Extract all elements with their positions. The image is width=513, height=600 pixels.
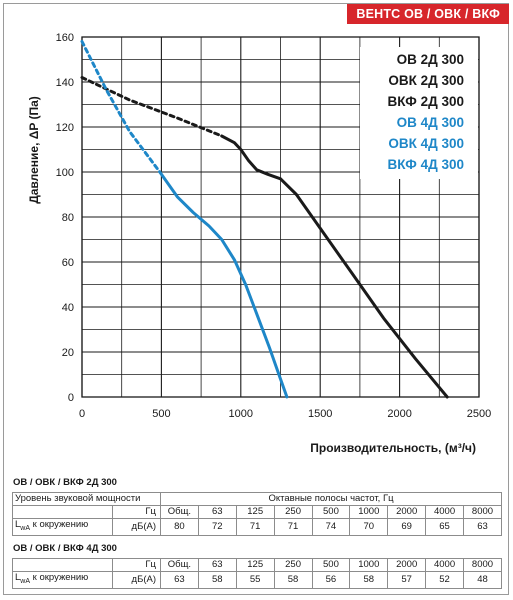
legend-entry: ОВ 2Д 300: [397, 52, 464, 67]
sound-power-label: Уровень звуковой мощности: [12, 492, 161, 506]
sound-level-cell: 58: [349, 570, 389, 589]
frequency-cell: 63: [197, 505, 237, 519]
table-row: Уровень звуковой мощности Октавные полос…: [12, 492, 502, 506]
frequency-cell: 1000: [349, 557, 389, 572]
chart-curves: [80, 40, 449, 399]
sound-level-cell: 48: [463, 570, 502, 589]
sound-level-cell: 72: [197, 518, 237, 536]
y-tick-label: 120: [56, 122, 74, 134]
plot-area-border: [81, 36, 480, 398]
sound-level-cell: 52: [425, 570, 464, 589]
sound-level-cell: 57: [387, 570, 427, 589]
frequency-cell: 2000: [387, 505, 427, 519]
hz-label: Гц: [112, 557, 161, 572]
sound-level-cell: 55: [235, 570, 275, 589]
sound-level-cell: 58: [197, 570, 237, 589]
frequency-cell: 8000: [463, 505, 502, 519]
x-tick-label: 2500: [467, 408, 491, 420]
frequency-cell: 500: [311, 505, 351, 519]
sound-level-cell: 65: [425, 518, 464, 536]
x-tick-label: 2000: [387, 408, 411, 420]
frequency-cell: Общ.: [160, 557, 199, 572]
chart-legend: ОВ 2Д 300 ОВК 2Д 300 ВКФ 2Д 300 ОВ 4Д 300 ОВ…: [360, 47, 478, 179]
legend-entry: ВКФ 4Д 300: [388, 157, 465, 172]
sound-level-cell: 80: [160, 518, 199, 536]
product-series-tag: ВЕНТС ОВ / ОВК / ВКФ: [347, 4, 509, 24]
lwa-label: LwA к окружению: [12, 518, 113, 536]
y-tick-label: 40: [62, 302, 74, 314]
frequency-cell: 250: [273, 557, 313, 572]
table-row: Гц Общ. 63 125 250 500 1000 2000 4000 8000: [12, 557, 502, 572]
frequency-cell: 4000: [425, 557, 464, 572]
y-tick-label: 60: [62, 257, 74, 269]
x-tick-label: 1500: [308, 408, 332, 420]
frequency-cell: 4000: [425, 505, 464, 519]
x-tick-label: 0: [79, 408, 85, 420]
table-title-4d: ОВ / ОВК / ВКФ 4Д 300: [13, 542, 117, 554]
fan-performance-chart: 0 20 40 60 80 100 120 140 160 0 500 1000 1500 2000 250…: [27, 32, 492, 455]
legend-entry: ОВК 4Д 300: [388, 136, 464, 151]
datasheet-frame: [3, 3, 509, 595]
frequency-cell: 8000: [463, 557, 502, 572]
sound-table-2d: Уровень звуковой мощности Октавные полос…: [12, 492, 502, 536]
unit-label: дБ(А): [112, 570, 161, 589]
x-tick-label: 500: [152, 408, 170, 420]
sound-level-cell: 74: [311, 518, 351, 536]
sound-table-4d: Гц Общ. 63 125 250 500 1000 2000 4000 8000 LwA к…: [12, 557, 502, 589]
table-row: Гц Общ. 63 125 250 500 1000 2000 4000 8000: [12, 505, 502, 519]
sound-level-cell: 71: [235, 518, 275, 536]
frequency-cell: 63: [197, 557, 237, 572]
sound-level-cell: 69: [387, 518, 427, 536]
sound-level-cell: 63: [160, 570, 199, 589]
series-line-1: [220, 134, 449, 399]
table-row: LwA к окружению дБ(А) 63 58 55 58 56 58 57 52 48: [12, 570, 502, 589]
x-axis-label: Производительность, (м³/ч): [310, 441, 476, 455]
y-tick-label: 0: [68, 392, 74, 404]
frequency-cell: 1000: [349, 505, 389, 519]
frequency-cell: 125: [235, 505, 275, 519]
y-tick-label: 160: [56, 32, 74, 44]
legend-background: [360, 47, 478, 179]
sound-level-cell: 70: [349, 518, 389, 536]
series-line-dashed-2: [80, 40, 162, 174]
series-line-2: [158, 170, 289, 399]
table-row: LwA к окружению дБ(А) 80 72 71 71 74 70 69 65 63: [12, 518, 502, 536]
table-title-2d: ОВ / ОВК / ВКФ 2Д 300: [13, 477, 117, 488]
y-tick-label: 20: [62, 347, 74, 359]
lwa-label: LwA к окружению: [12, 570, 113, 589]
y-tick-label: 100: [56, 167, 74, 179]
sound-level-cell: 56: [311, 570, 351, 589]
legend-entry: ОВ 4Д 300: [397, 115, 464, 130]
legend-entry: ОВК 2Д 300: [388, 73, 464, 88]
frequency-cell: 500: [311, 557, 351, 572]
unit-label: дБ(А): [112, 518, 161, 536]
frequency-cell: 2000: [387, 557, 427, 572]
sound-level-cell: 58: [273, 570, 313, 589]
legend-entry: ВКФ 2Д 300: [388, 94, 465, 109]
sound-level-cell: 63: [463, 518, 502, 536]
x-tick-label: 1000: [229, 408, 253, 420]
y-tick-label: 80: [62, 212, 74, 224]
hz-label: Гц: [112, 505, 161, 519]
octave-bands-label: Октавные полосы частот, Гц: [160, 492, 502, 506]
sound-data-tables: ОВ / ОВК / ВКФ 2Д 300 Уровень звуковой м…: [12, 476, 502, 589]
frequency-cell: 250: [273, 505, 313, 519]
frequency-cell: Общ.: [160, 505, 199, 519]
chart-tick-labels: 0 20 40 60 80 100 120 140 160 0 500 1000 1500 2000 250…: [56, 32, 492, 420]
frequency-cell: 125: [235, 557, 275, 572]
y-tick-label: 140: [56, 77, 74, 89]
y-axis-label: Давление, ΔP (Па): [27, 96, 41, 204]
sound-level-cell: 71: [273, 518, 313, 536]
